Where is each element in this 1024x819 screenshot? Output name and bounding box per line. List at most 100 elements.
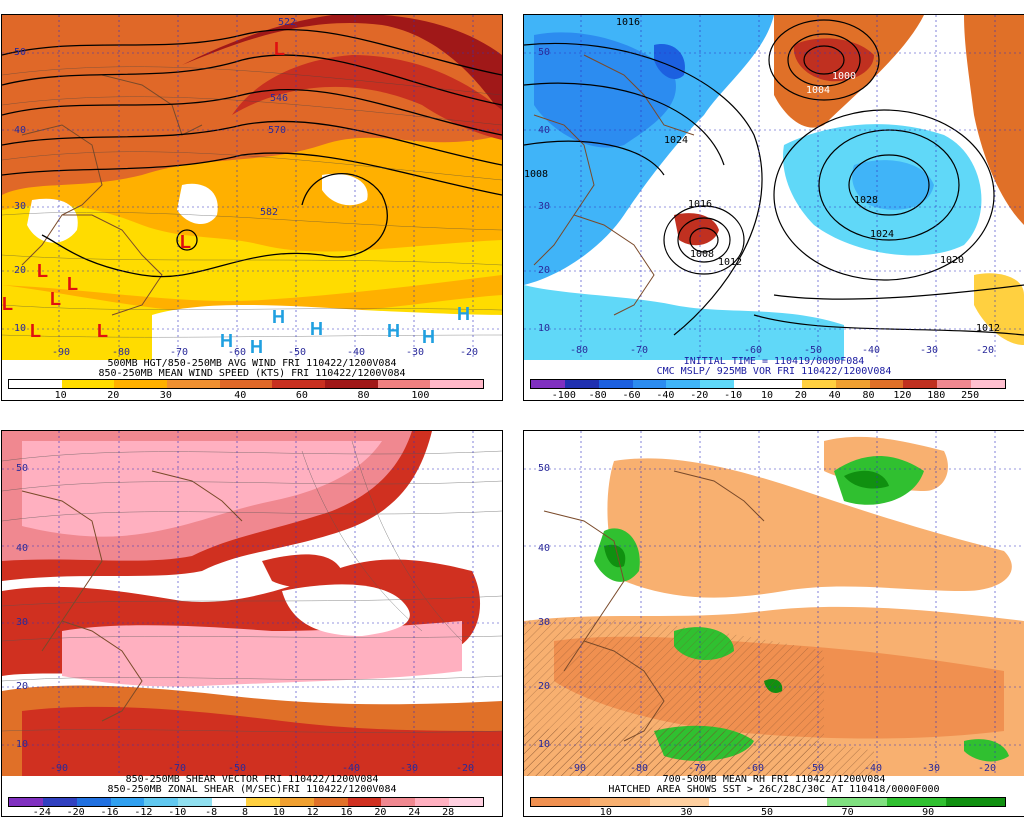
- lon-label: -70: [688, 763, 707, 774]
- contour-label: 570: [268, 125, 287, 136]
- scale-tick: -20: [66, 807, 85, 817]
- scale-tick: -8: [205, 807, 218, 817]
- lat-label: 30: [538, 201, 551, 212]
- lat-label: 30: [16, 617, 29, 628]
- wind-speed-map: LLL LLL LL HH H HHH H: [2, 15, 502, 360]
- scale-tick: 12: [306, 807, 319, 817]
- scale-tick: 8: [241, 807, 249, 817]
- panel-caption-2: 850-250MB MEAN WIND SPEED (KTS) FRI 1104…: [98, 368, 406, 379]
- lat-label: 40: [538, 125, 551, 136]
- svg-text:L: L: [2, 294, 13, 314]
- lat-label: 20: [14, 265, 27, 276]
- scale-tick: 20: [794, 390, 807, 401]
- lon-label: -50: [228, 763, 247, 774]
- scale-tick: 50: [760, 807, 774, 817]
- scale-tick: -10: [168, 807, 187, 817]
- scale-tick: -20: [690, 390, 709, 401]
- lat-label: 30: [538, 617, 551, 628]
- lat-label: 10: [538, 739, 551, 750]
- lon-label: -30: [922, 763, 941, 774]
- scale-tick: 250: [961, 390, 980, 401]
- scale-tick: 10: [272, 807, 285, 817]
- svg-text:H: H: [272, 307, 285, 327]
- lon-label: -80: [112, 347, 131, 358]
- svg-text:H: H: [310, 319, 323, 339]
- panel-caption-1: 500MB HGT/850-250MB AVG WIND FRI 110422/…: [107, 358, 397, 369]
- svg-text:L: L: [97, 321, 108, 341]
- contour-label: 546: [270, 93, 289, 104]
- scale-tick: 70: [841, 807, 854, 817]
- lon-label: -40: [342, 763, 361, 774]
- scale-tick: 80: [357, 390, 370, 401]
- svg-text:H: H: [250, 337, 263, 357]
- scale-tick: -12: [134, 807, 153, 817]
- lat-label: 50: [538, 463, 551, 474]
- lon-label: -90: [568, 763, 587, 774]
- svg-text:L: L: [274, 39, 285, 59]
- scale-tick: -40: [656, 390, 675, 401]
- isobar-label: 1008: [524, 169, 549, 180]
- lon-label: -60: [746, 763, 765, 774]
- relative-humidity-map: [524, 431, 1024, 776]
- svg-text:H: H: [422, 327, 435, 347]
- svg-text:L: L: [30, 321, 41, 341]
- scale-tick: 60: [295, 390, 308, 401]
- lat-label: 10: [14, 323, 27, 334]
- scale-tick: -80: [588, 390, 607, 401]
- lon-label: -30: [400, 763, 419, 774]
- scale-tick: -10: [724, 390, 743, 401]
- panel-caption-2: HATCHED AREA SHOWS SST > 26C/28C/30C AT …: [608, 784, 940, 795]
- lon-label: -50: [806, 763, 825, 774]
- lat-label: 50: [16, 463, 29, 474]
- lon-label: -60: [228, 347, 247, 358]
- lat-label: 50: [14, 47, 27, 58]
- svg-text:L: L: [180, 232, 191, 252]
- lon-label: -20: [456, 763, 475, 774]
- contour-label: 582: [260, 207, 279, 218]
- zonal-shear-map: [2, 431, 502, 776]
- isobar-label: 1012: [976, 323, 1001, 334]
- panel-mslp-vorticity: 1016 1024 1028 1008 1016 1012 1008 1024 …: [523, 14, 1024, 401]
- lat-label: 20: [538, 265, 551, 276]
- lon-label: -70: [168, 763, 187, 774]
- lon-label: -80: [630, 763, 649, 774]
- svg-text:H: H: [457, 304, 470, 324]
- contour-label: 522: [278, 17, 297, 28]
- lon-label: -40: [862, 345, 881, 356]
- lat-label: 20: [538, 681, 551, 692]
- isobar-label: 1024: [870, 229, 895, 240]
- lon-label: -70: [170, 347, 189, 358]
- panel-caption-2: CMC MSLP/ 925MB VOR FRI 110422/1200V084: [656, 366, 892, 377]
- color-scale-bar: [530, 379, 1006, 389]
- lat-label: 10: [538, 323, 551, 334]
- isobar-label: 1020: [940, 255, 965, 266]
- scale-tick: 30: [159, 390, 172, 401]
- isobar-label: 1016: [688, 199, 713, 210]
- lon-label: -70: [630, 345, 649, 356]
- isobar-label: 1028: [854, 195, 879, 206]
- svg-text:H: H: [220, 331, 233, 351]
- scale-tick: 40: [828, 390, 841, 401]
- lon-label: -80: [570, 345, 589, 356]
- lon-label: -40: [347, 347, 366, 358]
- lat-label: 40: [538, 543, 551, 554]
- lon-label: -40: [864, 763, 883, 774]
- scale-tick: 30: [680, 807, 693, 817]
- lon-label: -20: [460, 347, 479, 358]
- isobar-label: 1016: [616, 17, 641, 28]
- scale-tick: 10: [599, 807, 612, 817]
- lon-label: -90: [50, 763, 69, 774]
- scale-tick: 10: [54, 390, 67, 401]
- color-scale-bar: [530, 797, 1006, 807]
- scale-tick: -60: [622, 390, 641, 401]
- lon-label: -30: [406, 347, 425, 358]
- isobar-label: 1024: [664, 135, 689, 146]
- scale-tick: 100: [411, 390, 430, 401]
- svg-text:H: H: [387, 321, 400, 341]
- scale-tick: 180: [927, 390, 946, 401]
- scale-tick: 24: [408, 807, 421, 817]
- mslp-vorticity-map: [524, 15, 1024, 360]
- scale-tick: 90: [922, 807, 935, 817]
- lon-label: -20: [978, 763, 997, 774]
